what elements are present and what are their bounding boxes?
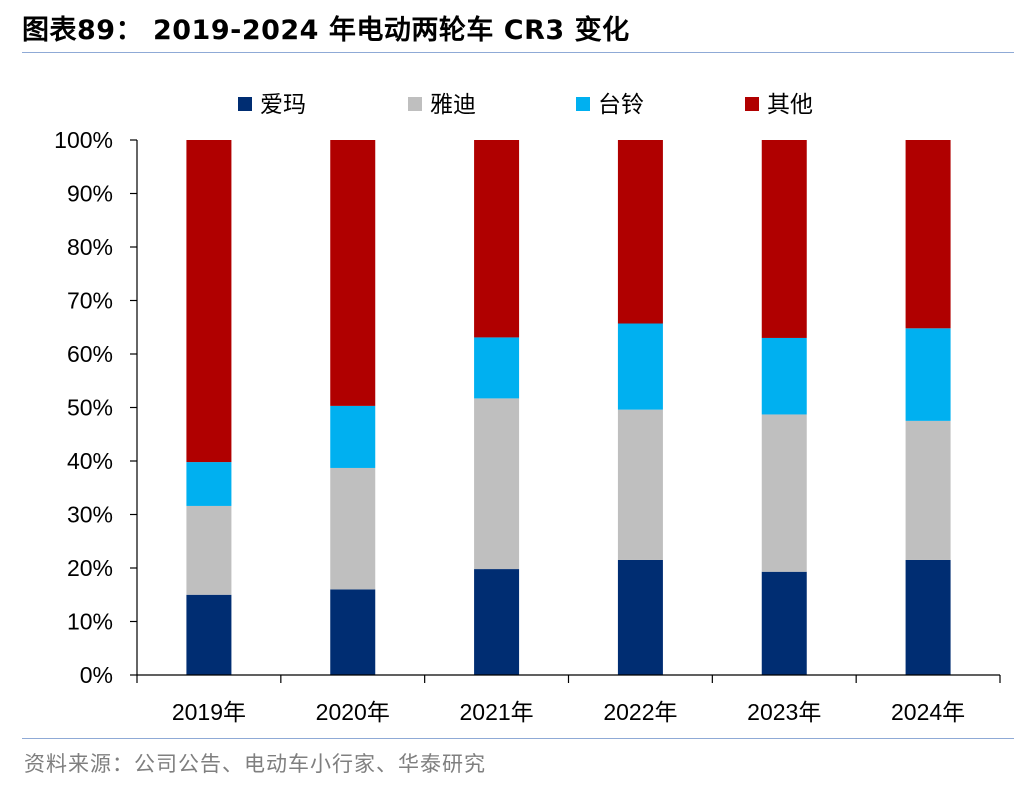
x-tick-label: 2020年 xyxy=(316,699,390,725)
x-tick-label: 2021年 xyxy=(459,699,533,725)
legend-label: 爱玛 xyxy=(260,92,306,118)
y-tick-label: 70% xyxy=(67,288,113,314)
x-tick-label: 2019年 xyxy=(172,699,246,725)
y-axis: 0% 10% 20% 30% 40% 50% 60% 70% 80% 90% 100% xyxy=(54,127,138,688)
bar-segment xyxy=(330,467,376,590)
bar-segment xyxy=(186,462,232,506)
x-tick-label: 2024年 xyxy=(891,699,965,725)
source-divider xyxy=(22,738,1014,739)
y-tick-label: 100% xyxy=(54,127,113,153)
legend-swatch xyxy=(745,97,759,111)
bar-segment xyxy=(186,140,232,463)
bar-segment xyxy=(186,505,232,595)
legend-label: 台铃 xyxy=(598,92,644,118)
bar-segment xyxy=(761,414,807,572)
y-tick-label: 30% xyxy=(67,502,113,528)
y-tick-label: 60% xyxy=(67,341,113,367)
chart-title: 图表89： 2019-2024 年电动两轮车 CR3 变化 xyxy=(22,15,630,46)
bar-segment xyxy=(905,420,951,560)
stacked-bar-chart: 爱玛 雅迪 台铃 其他 0% 10% 20% 30% 40% 50% 60% 70% 80% 90% 10… xyxy=(54,92,1001,725)
y-tick-label: 40% xyxy=(67,448,113,474)
bar-segment xyxy=(617,559,663,675)
legend-swatch xyxy=(576,97,590,111)
bar-segment xyxy=(330,140,376,406)
y-tick-label: 20% xyxy=(67,555,113,581)
legend-label: 雅迪 xyxy=(430,92,476,118)
y-tick-label: 50% xyxy=(67,395,113,421)
bar-segment xyxy=(617,409,663,560)
legend-label: 其他 xyxy=(767,92,813,118)
y-tick-label: 90% xyxy=(67,181,113,207)
bar-segment xyxy=(330,589,376,675)
bar-segment xyxy=(905,559,951,675)
y-tick-label: 10% xyxy=(67,609,113,635)
bar-segment xyxy=(330,405,376,468)
x-axis: 2019年 2020年 2021年 2022年 2023年 2024年 xyxy=(136,674,1001,725)
y-tick-label: 80% xyxy=(67,234,113,260)
x-tick-label: 2022年 xyxy=(603,699,677,725)
y-tick-label: 0% xyxy=(80,662,113,688)
legend-swatch xyxy=(408,97,422,111)
title-divider xyxy=(22,52,1014,53)
bar-segment xyxy=(905,328,951,421)
bar-segment xyxy=(905,140,951,329)
x-tick-label: 2023年 xyxy=(747,699,821,725)
bar-segment xyxy=(617,140,663,324)
bar-segment xyxy=(474,398,520,570)
source-note: 资料来源：公司公告、电动车小行家、华泰研究 xyxy=(24,752,486,776)
bar-segment xyxy=(761,571,807,675)
legend-swatch xyxy=(238,97,252,111)
bars xyxy=(186,140,951,675)
bar-segment xyxy=(474,569,520,675)
bar-segment xyxy=(761,140,807,338)
legend: 爱玛 雅迪 台铃 其他 xyxy=(238,92,813,118)
bar-segment xyxy=(186,594,232,675)
bar-segment xyxy=(617,323,663,410)
bar-segment xyxy=(474,337,520,399)
bar-segment xyxy=(761,337,807,415)
bar-segment xyxy=(474,140,520,338)
